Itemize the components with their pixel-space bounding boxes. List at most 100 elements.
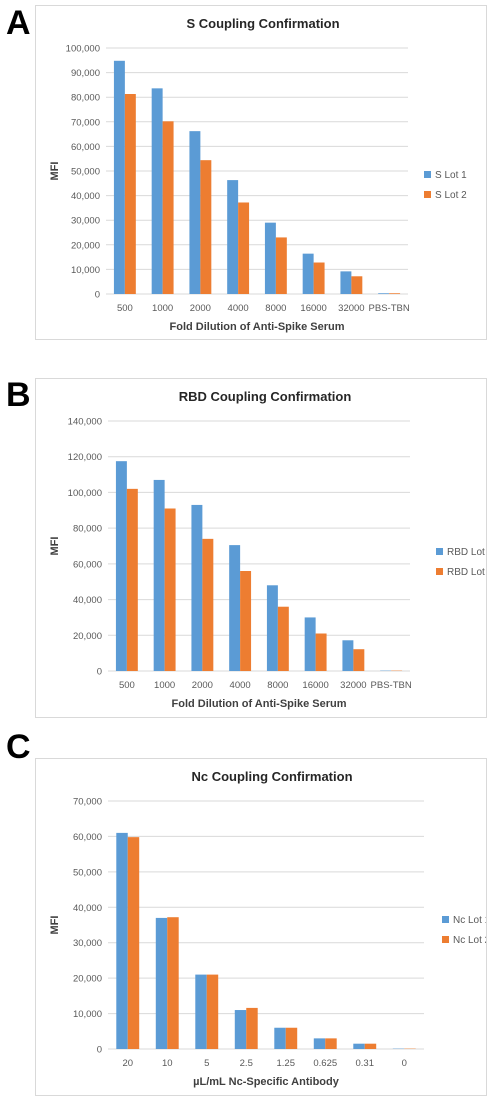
- x-tick-label: 8000: [265, 303, 286, 314]
- x-axis-title: Fold Dilution of Anti-Spike Serum: [170, 321, 345, 333]
- bar-nc-lot-2: [206, 974, 219, 1049]
- bar-s-lot-2: [389, 293, 401, 294]
- y-tick-label: 20,000: [71, 240, 100, 251]
- bar-nc-lot-1: [195, 974, 207, 1049]
- y-tick-label: 100,000: [66, 44, 100, 55]
- bar-s-lot-1: [302, 253, 314, 294]
- x-axis-title: Fold Dilution of Anti-Spike Serum: [172, 698, 347, 710]
- legend-swatch: [442, 916, 449, 923]
- y-tick-label: 30,000: [71, 216, 100, 227]
- y-tick-label: 50,000: [73, 867, 102, 878]
- bar-s-lot-2: [162, 121, 174, 294]
- bar-nc-lot-1: [116, 832, 128, 1049]
- x-tick-label: 10: [162, 1058, 173, 1069]
- x-tick-label: 0.31: [356, 1058, 375, 1069]
- y-tick-label: 30,000: [73, 938, 102, 949]
- y-tick-label: 40,000: [71, 191, 100, 202]
- panel-letter-c: C: [6, 728, 31, 766]
- bar-rbd-lot-2: [202, 538, 214, 671]
- bar-s-lot-2: [238, 202, 250, 294]
- y-tick-label: 10,000: [71, 265, 100, 276]
- y-tick-label: 20,000: [73, 974, 102, 985]
- bar-rbd-lot-2: [277, 606, 289, 671]
- y-tick-label: 80,000: [73, 524, 102, 535]
- x-tick-label: 4000: [228, 303, 249, 314]
- x-tick-label: PBS-TBN: [369, 303, 410, 314]
- chart-nc-coupling: Nc Coupling Confirmation 0 10,000 20,000 30,…: [49, 769, 486, 1088]
- x-tick-label: 2000: [192, 680, 213, 691]
- y-tick-label: 70,000: [71, 117, 100, 128]
- y-tick-label: 0: [95, 290, 100, 301]
- chart-title: RBD Coupling Confirmation: [179, 389, 352, 404]
- bar-nc-lot-2: [127, 837, 140, 1049]
- chart-s-coupling: S Coupling Confirmation 0 10,000 20,000 30,0…: [49, 16, 467, 333]
- y-tick-label: 120,000: [68, 452, 102, 463]
- x-tick-label: 32000: [338, 303, 364, 314]
- chart-panel-b: RBD Coupling Confirmation 0 20,000 40,000 60…: [35, 378, 487, 718]
- bar-rbd-lot-1: [342, 640, 354, 671]
- bar-rbd-lot-1: [153, 479, 165, 671]
- x-tick-label: 32000: [340, 680, 366, 691]
- y-axis-title: MFI: [49, 916, 61, 935]
- bar-s-lot-1: [227, 180, 239, 294]
- chart-rbd-coupling: RBD Coupling Confirmation 0 20,000 40,000 60…: [49, 389, 486, 710]
- legend-swatch: [424, 171, 431, 178]
- y-tick-label: 90,000: [71, 68, 100, 79]
- y-axis-title: MFI: [49, 537, 61, 556]
- bar-rbd-lot-2: [353, 649, 365, 671]
- x-tick-label: 0.625: [313, 1058, 337, 1069]
- bar-rbd-lot-1: [191, 504, 203, 671]
- y-axis-title: MFI: [49, 162, 61, 181]
- legend-swatch: [436, 548, 443, 555]
- y-tick-label: 60,000: [73, 559, 102, 570]
- bar-s-lot-1: [189, 131, 201, 294]
- bar-nc-lot-1: [353, 1043, 365, 1049]
- bar-nc-lot-1: [234, 1010, 247, 1049]
- x-tick-label: 16000: [302, 680, 328, 691]
- legend-swatch: [442, 936, 449, 943]
- y-tick-label: 20,000: [73, 631, 102, 642]
- bar-rbd-lot-1: [115, 461, 127, 671]
- x-tick-label: 2.5: [240, 1058, 253, 1069]
- legend-swatch: [436, 568, 443, 575]
- bar-s-lot-1: [113, 60, 125, 295]
- x-tick-label: 500: [117, 303, 133, 314]
- x-tick-label: 1000: [154, 680, 175, 691]
- y-tick-label: 10,000: [73, 1009, 102, 1020]
- bar-s-lot-2: [124, 94, 136, 294]
- bar-rbd-lot-1: [266, 585, 278, 671]
- bar-rbd-lot-2: [126, 488, 138, 671]
- x-tick-label: 4000: [230, 680, 251, 691]
- bar-s-lot-1: [151, 88, 163, 295]
- legend-label: RBD Lot 2: [447, 567, 486, 578]
- legend-label: S Lot 1: [435, 170, 467, 181]
- legend-label: Nc Lot 1: [453, 915, 486, 926]
- x-tick-label: 20: [122, 1058, 133, 1069]
- legend-swatch: [424, 191, 431, 198]
- y-tick-label: 0: [97, 1045, 102, 1056]
- bar-nc-lot-1: [313, 1038, 326, 1049]
- bar-rbd-lot-2: [240, 571, 252, 671]
- y-tick-label: 100,000: [68, 488, 102, 499]
- y-tick-label: 50,000: [71, 167, 100, 178]
- bar-nc-lot-2: [325, 1038, 337, 1049]
- y-tick-label: 80,000: [71, 93, 100, 104]
- bar-s-lot-2: [200, 160, 212, 294]
- y-tick-label: 0: [97, 667, 102, 678]
- y-tick-label: 40,000: [73, 595, 102, 606]
- bar-rbd-lot-2: [315, 633, 327, 671]
- y-tick-label: 60,000: [73, 832, 102, 843]
- x-tick-label: PBS-TBN: [371, 680, 412, 691]
- y-tick-label: 40,000: [73, 903, 102, 914]
- bar-rbd-lot-2: [164, 508, 176, 671]
- legend-label: S Lot 2: [435, 190, 467, 201]
- y-tick-label: 60,000: [71, 142, 100, 153]
- bar-nc-lot-2: [364, 1043, 377, 1049]
- y-tick-label: 70,000: [73, 797, 102, 808]
- bar-rbd-lot-1: [304, 617, 316, 671]
- bar-nc-lot-1: [274, 1027, 286, 1049]
- x-tick-label: 500: [119, 680, 135, 691]
- bar-nc-lot-2: [285, 1027, 298, 1049]
- chart-title: Nc Coupling Confirmation: [191, 769, 352, 784]
- bar-s-lot-1: [378, 293, 390, 294]
